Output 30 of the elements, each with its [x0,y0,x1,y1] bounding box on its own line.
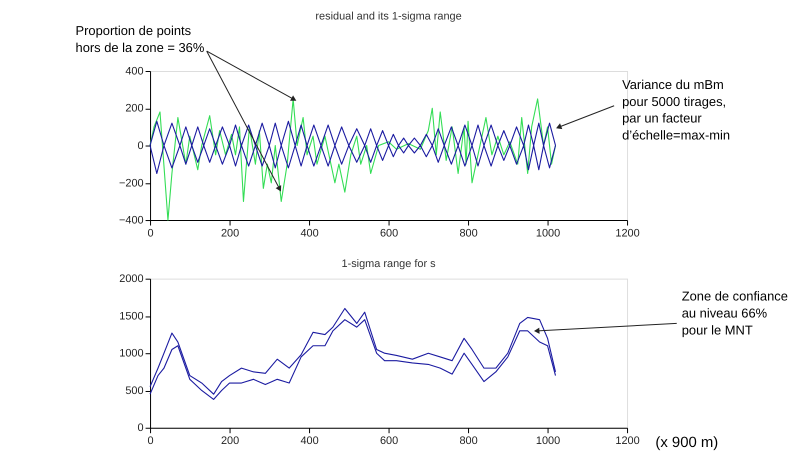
y-tick-label: −400 [118,214,144,227]
chart-title: 1-sigma range for s [342,258,436,270]
x-tick-label: 1000 [536,435,560,448]
x-tick-label: 600 [380,227,398,240]
y-tick-label: 1000 [119,348,144,360]
chart-title: residual and its 1-sigma range [315,10,462,22]
y-tick-label: −200 [118,177,144,190]
annotation: Proportion de points hors de la zone = 36% [76,23,205,56]
x-tick-label: 600 [380,435,398,448]
y-tick-label: 0 [138,422,144,434]
x-tick-label: 0 [148,227,154,240]
x-tick-label: 1200 [615,227,640,240]
x-tick-label: 0 [148,435,154,448]
y-tick-label: 200 [125,102,144,115]
y-tick-label: 0 [138,140,144,152]
x-tick-label: 800 [459,227,478,240]
x-tick-label: 200 [220,435,240,448]
y-tick-label: 500 [125,384,144,397]
annotation: Variance du mBm pour 5000 tirages, par un facteur d’échelle=max-min [622,76,730,143]
annotation: Zone de confiance au niveau 66% pour le MNT [682,288,788,338]
x-tick-label: 1200 [615,435,640,448]
x-tick-label: 200 [220,227,240,240]
y-tick-label: 1500 [119,310,144,322]
x-tick-label: 1000 [536,227,560,240]
y-tick-label: 400 [125,65,144,78]
x-tick-label: 800 [459,435,478,448]
x-tick-label: 400 [300,435,319,448]
y-tick-label: 2000 [119,273,144,286]
x-axis-title: (x 900 m) [655,435,718,452]
x-tick-label: 400 [300,227,319,240]
